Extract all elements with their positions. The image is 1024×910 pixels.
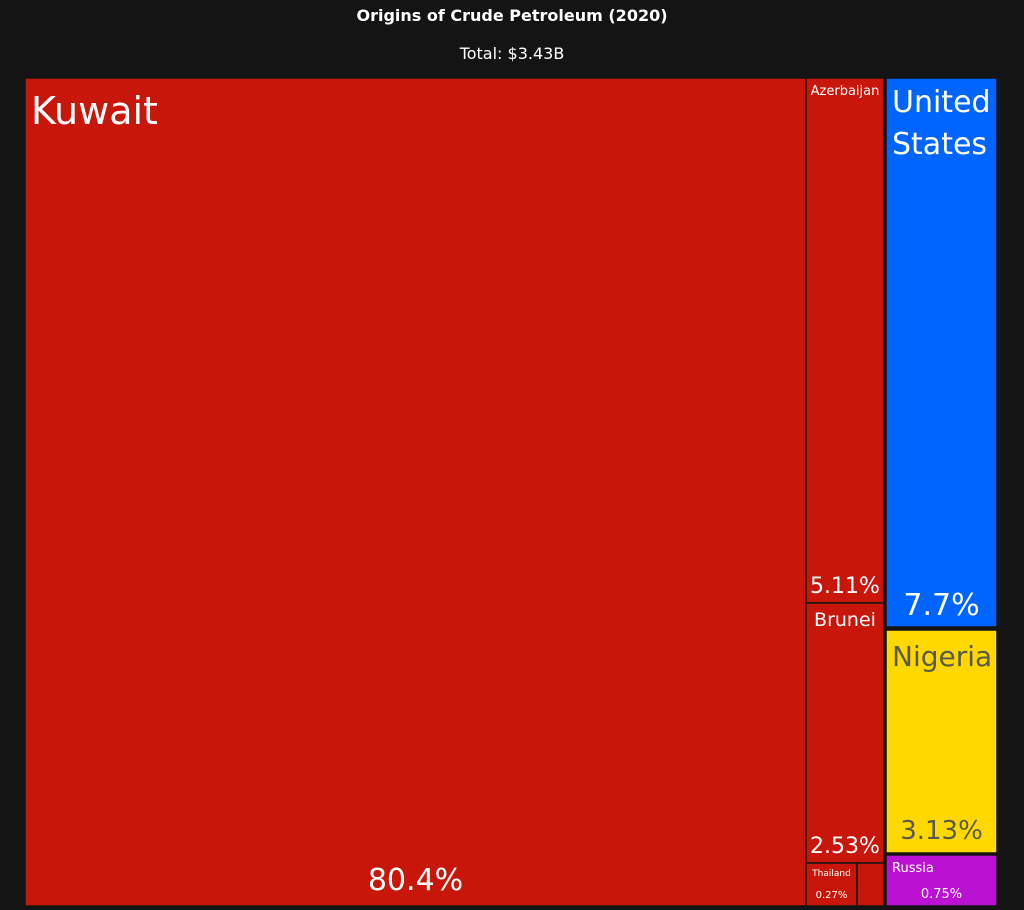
treemap-cell-thailand[interactable]: Thailand 0.27% [805,862,858,907]
treemap-value-azerbaijan: 5.11% [810,574,880,599]
chart-title: Origins of Crude Petroleum (2020) [356,6,668,25]
treemap-cell-united-states[interactable]: United States 7.7% [885,77,998,628]
treemap-value-nigeria: 3.13% [900,816,983,846]
treemap-label-russia: Russia [892,861,934,876]
chart-subtitle: Total: $3.43B [459,44,565,63]
treemap-rect-kuwait[interactable] [24,77,807,907]
treemap-label-united-states: States [892,127,987,162]
treemap-label-brunei: Brunei [814,609,876,631]
treemap-label-united-states: United [892,85,991,120]
treemap-cell-nigeria[interactable]: Nigeria 3.13% [885,629,998,854]
treemap-label-thailand: Thailand [811,869,851,879]
treemap-rect-azerbaijan[interactable] [805,77,885,604]
treemap-rect-nigeria[interactable] [885,629,998,854]
treemap-value-russia: 0.75% [921,887,962,902]
treemap-cell-russia[interactable]: Russia 0.75% [885,854,998,907]
treemap-cell-azerbaijan[interactable]: Azerbaijan 5.11% [805,77,885,604]
treemap-rect-russia[interactable] [885,854,998,907]
treemap-cell-brunei[interactable]: Brunei 2.53% [805,602,885,864]
treemap-cell-other-4[interactable] [856,862,885,907]
treemap-value-united-states: 7.7% [903,588,979,623]
treemap-label-kuwait: Kuwait [31,89,158,133]
treemap-label-azerbaijan: Azerbaijan [811,84,880,99]
treemap-label-nigeria: Nigeria [892,640,992,673]
treemap-rect-thailand[interactable] [805,862,858,907]
treemap-value-brunei: 2.53% [810,834,880,859]
treemap-value-kuwait: 80.4% [368,863,463,898]
treemap-rect-other[interactable] [856,862,885,907]
treemap-rect-brunei[interactable] [805,602,885,864]
treemap-cell-kuwait[interactable]: Kuwait 80.4% [24,77,807,907]
treemap-rect-united-states[interactable] [885,77,998,628]
treemap-value-thailand: 0.27% [816,890,848,901]
